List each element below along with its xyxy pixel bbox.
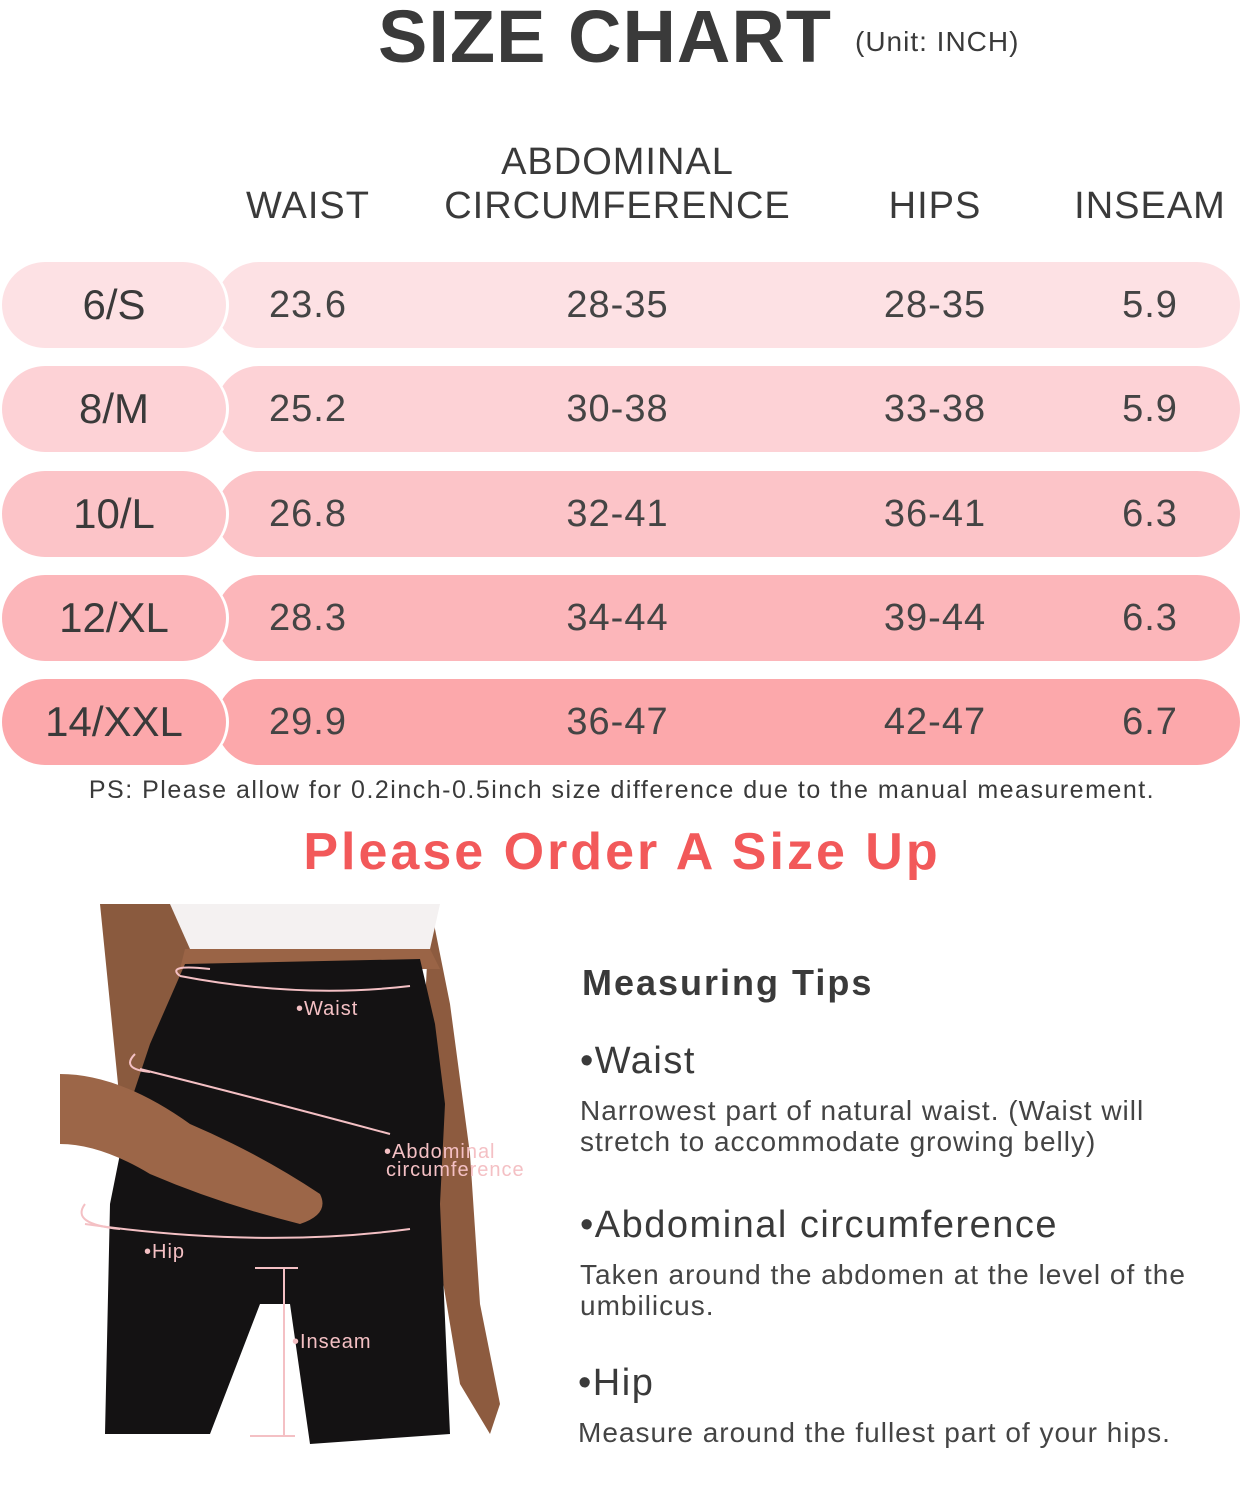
header-abdominal-line1: ABDOMINAL [501,141,734,183]
photo-label-abdominal: •Abdominal [384,1141,496,1163]
header-inseam: INSEAM [1074,185,1226,227]
size-label: 6/S [2,262,226,348]
cell-inseam: 5.9 [1122,283,1178,326]
cell-abdominal: 32-41 [566,492,669,535]
cell-inseam: 6.7 [1122,700,1178,743]
tip-hip-desc: Measure around the fullest part of your … [578,1417,1171,1448]
measuring-tips-heading: Measuring Tips [582,962,874,1003]
row-data-pill [216,471,1240,557]
table-row: 6/S 23.6 28-35 28-35 5.9 [0,262,1244,348]
header-abdominal: ABDOMINAL CIRCUMFERENCE [420,140,815,228]
photo-label-inseam: •Inseam [292,1331,372,1353]
header-abdominal-line2: CIRCUMFERENCE [444,185,791,227]
tip-waist-desc: Narrowest part of natural waist. (Waist … [580,1095,1145,1157]
row-data-pill [216,262,1240,348]
cell-inseam: 5.9 [1122,387,1178,430]
header-waist: WAIST [246,185,370,227]
cell-hips: 36-41 [883,492,987,535]
table-row: 12/XL 28.3 34-44 39-44 6.3 [0,575,1244,661]
table-row: 14/XXL 29.9 36-47 42-47 6.7 [0,679,1244,765]
tip-hip-title: •Hip [578,1362,655,1404]
row-data-pill [216,575,1240,661]
photo-label-hip: •Hip [144,1241,185,1263]
cell-abdominal: 36-47 [566,700,669,743]
tip-waist-title: •Waist [580,1040,696,1082]
cell-hips: 33-38 [883,387,987,430]
header-hips: HIPS [888,185,982,227]
size-label: 8/M [2,366,226,452]
order-size-up-banner: Please Order A Size Up [303,823,941,881]
cell-hips: 42-47 [883,700,987,743]
cell-abdominal: 28-35 [566,283,669,326]
cell-waist: 28.3 [269,596,347,639]
photo-label-waist: •Waist [296,998,358,1020]
cell-inseam: 6.3 [1122,596,1178,639]
model-measurement-photo: •Waist •Abdominal circumference •Hip •In… [60,904,540,1500]
size-label: 12/XL [2,575,226,661]
cell-abdominal: 34-44 [566,596,669,639]
cell-waist: 29.9 [269,700,347,743]
row-data-pill [216,366,1240,452]
cell-hips: 39-44 [883,596,987,639]
size-label: 10/L [2,471,226,557]
table-row: 10/L 26.8 32-41 36-41 6.3 [0,471,1244,557]
cell-waist: 23.6 [269,283,347,326]
row-data-pill [216,679,1240,765]
size-label: 14/XXL [2,679,226,765]
measurement-note: PS: Please allow for 0.2inch-0.5inch siz… [88,776,1156,804]
table-row: 8/M 25.2 30-38 33-38 5.9 [0,366,1244,452]
cell-waist: 25.2 [269,387,347,430]
cell-abdominal: 30-38 [566,387,669,430]
page-title: SIZE CHART [378,0,832,78]
tip-abdominal-title: •Abdominal circumference [580,1204,1059,1246]
tip-abdominal-desc: Taken around the abdomen at the level of… [580,1259,1186,1321]
cell-waist: 26.8 [269,492,347,535]
unit-label: (Unit: INCH) [855,26,1020,57]
photo-label-circumference: circumference [386,1159,525,1181]
cell-hips: 28-35 [883,283,987,326]
cell-inseam: 6.3 [1122,492,1178,535]
